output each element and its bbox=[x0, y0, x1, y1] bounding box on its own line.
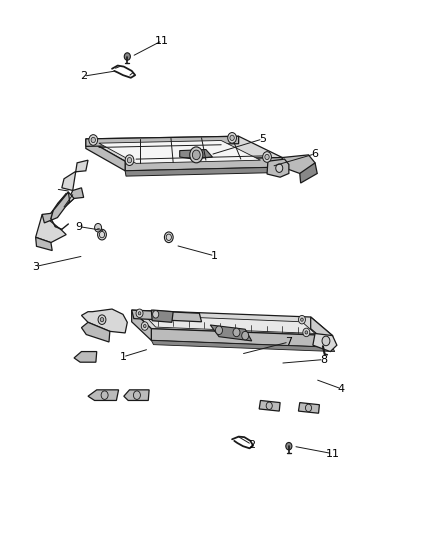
Text: 2: 2 bbox=[248, 440, 255, 450]
Circle shape bbox=[141, 322, 148, 330]
Polygon shape bbox=[180, 150, 212, 159]
Circle shape bbox=[136, 309, 143, 318]
Circle shape bbox=[99, 231, 105, 238]
Circle shape bbox=[192, 150, 200, 160]
Circle shape bbox=[242, 332, 249, 340]
Polygon shape bbox=[62, 160, 88, 190]
Polygon shape bbox=[74, 352, 97, 362]
Polygon shape bbox=[210, 325, 252, 341]
Text: 11: 11 bbox=[325, 449, 339, 458]
Text: 8: 8 bbox=[320, 354, 327, 365]
Circle shape bbox=[101, 391, 108, 399]
Text: 5: 5 bbox=[259, 134, 266, 144]
Circle shape bbox=[305, 404, 311, 411]
Circle shape bbox=[89, 135, 98, 146]
Circle shape bbox=[215, 326, 223, 335]
Polygon shape bbox=[125, 158, 283, 171]
Circle shape bbox=[164, 232, 173, 243]
Polygon shape bbox=[42, 192, 70, 223]
Circle shape bbox=[230, 135, 234, 141]
Circle shape bbox=[91, 138, 95, 143]
Polygon shape bbox=[311, 317, 332, 348]
Text: 11: 11 bbox=[155, 36, 169, 45]
Polygon shape bbox=[81, 309, 127, 333]
Polygon shape bbox=[300, 163, 317, 183]
Circle shape bbox=[166, 234, 171, 240]
Polygon shape bbox=[86, 136, 239, 147]
Circle shape bbox=[125, 155, 134, 165]
Text: 7: 7 bbox=[285, 337, 293, 347]
Circle shape bbox=[100, 318, 104, 322]
Polygon shape bbox=[88, 390, 119, 400]
Polygon shape bbox=[283, 155, 315, 173]
Circle shape bbox=[286, 442, 292, 450]
Polygon shape bbox=[35, 214, 66, 243]
Polygon shape bbox=[132, 310, 332, 336]
Text: 9: 9 bbox=[76, 222, 83, 232]
Text: 6: 6 bbox=[311, 149, 318, 159]
Circle shape bbox=[95, 223, 102, 232]
Circle shape bbox=[276, 164, 283, 172]
Circle shape bbox=[98, 315, 106, 325]
Polygon shape bbox=[151, 329, 332, 348]
Circle shape bbox=[127, 158, 132, 163]
Circle shape bbox=[298, 316, 305, 324]
Circle shape bbox=[305, 331, 307, 334]
Polygon shape bbox=[132, 310, 201, 322]
Circle shape bbox=[303, 328, 310, 337]
Circle shape bbox=[124, 53, 131, 60]
Polygon shape bbox=[65, 188, 84, 206]
Text: 4: 4 bbox=[338, 384, 345, 394]
Text: 1: 1 bbox=[120, 352, 127, 362]
Polygon shape bbox=[35, 237, 52, 251]
Polygon shape bbox=[99, 141, 261, 164]
Text: 1: 1 bbox=[211, 251, 218, 261]
Polygon shape bbox=[125, 167, 283, 176]
Circle shape bbox=[138, 312, 141, 315]
Polygon shape bbox=[86, 139, 125, 171]
Circle shape bbox=[228, 133, 237, 143]
Circle shape bbox=[263, 152, 272, 163]
Polygon shape bbox=[86, 136, 283, 161]
Circle shape bbox=[322, 336, 330, 346]
Circle shape bbox=[190, 147, 203, 163]
Polygon shape bbox=[267, 159, 289, 177]
Circle shape bbox=[98, 229, 106, 240]
Polygon shape bbox=[151, 341, 335, 352]
Circle shape bbox=[134, 391, 141, 399]
Polygon shape bbox=[132, 310, 151, 341]
Circle shape bbox=[300, 318, 303, 321]
Polygon shape bbox=[313, 334, 337, 352]
Polygon shape bbox=[124, 390, 149, 400]
Polygon shape bbox=[151, 310, 173, 322]
Circle shape bbox=[144, 325, 146, 328]
Circle shape bbox=[152, 311, 159, 318]
Polygon shape bbox=[298, 402, 319, 413]
Circle shape bbox=[233, 328, 240, 337]
Text: 3: 3 bbox=[32, 262, 39, 271]
Circle shape bbox=[266, 402, 272, 409]
Polygon shape bbox=[81, 322, 110, 342]
Circle shape bbox=[265, 155, 269, 160]
Text: 2: 2 bbox=[80, 71, 87, 81]
Polygon shape bbox=[259, 400, 280, 411]
Polygon shape bbox=[145, 316, 315, 334]
Polygon shape bbox=[51, 192, 74, 213]
